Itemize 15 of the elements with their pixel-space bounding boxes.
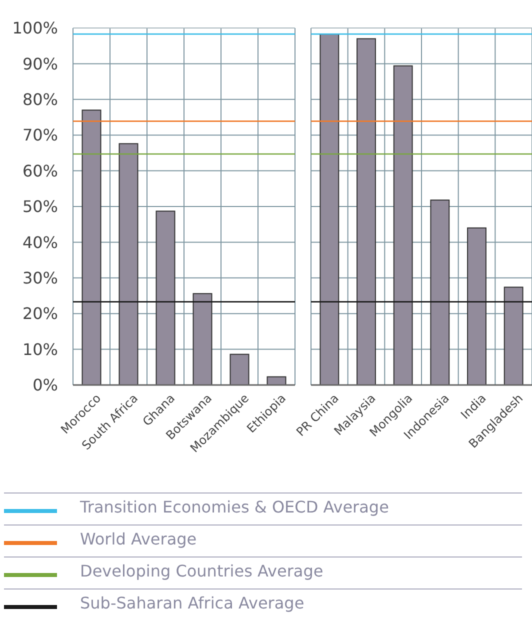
y-tick-label: 60% — [22, 161, 58, 180]
y-tick-label: 90% — [22, 54, 58, 74]
y-tick-label: 40% — [22, 232, 58, 252]
legend-label: World Average — [80, 530, 197, 549]
y-tick-label: 10% — [22, 340, 58, 359]
y-tick-label: 70% — [22, 126, 58, 145]
legend-label: Transition Economies & OECD Average — [79, 498, 389, 517]
legend-label: Sub-Saharan Africa Average — [80, 594, 304, 613]
y-tick-label: 50% — [22, 197, 58, 216]
y-tick-label: 20% — [22, 304, 58, 324]
y-tick-label: 80% — [22, 90, 58, 109]
y-tick-label: 0% — [32, 376, 58, 395]
legend-label: Developing Countries Average — [80, 562, 324, 581]
y-tick-label: 100% — [12, 18, 58, 38]
y-tick-label: 30% — [22, 268, 58, 288]
